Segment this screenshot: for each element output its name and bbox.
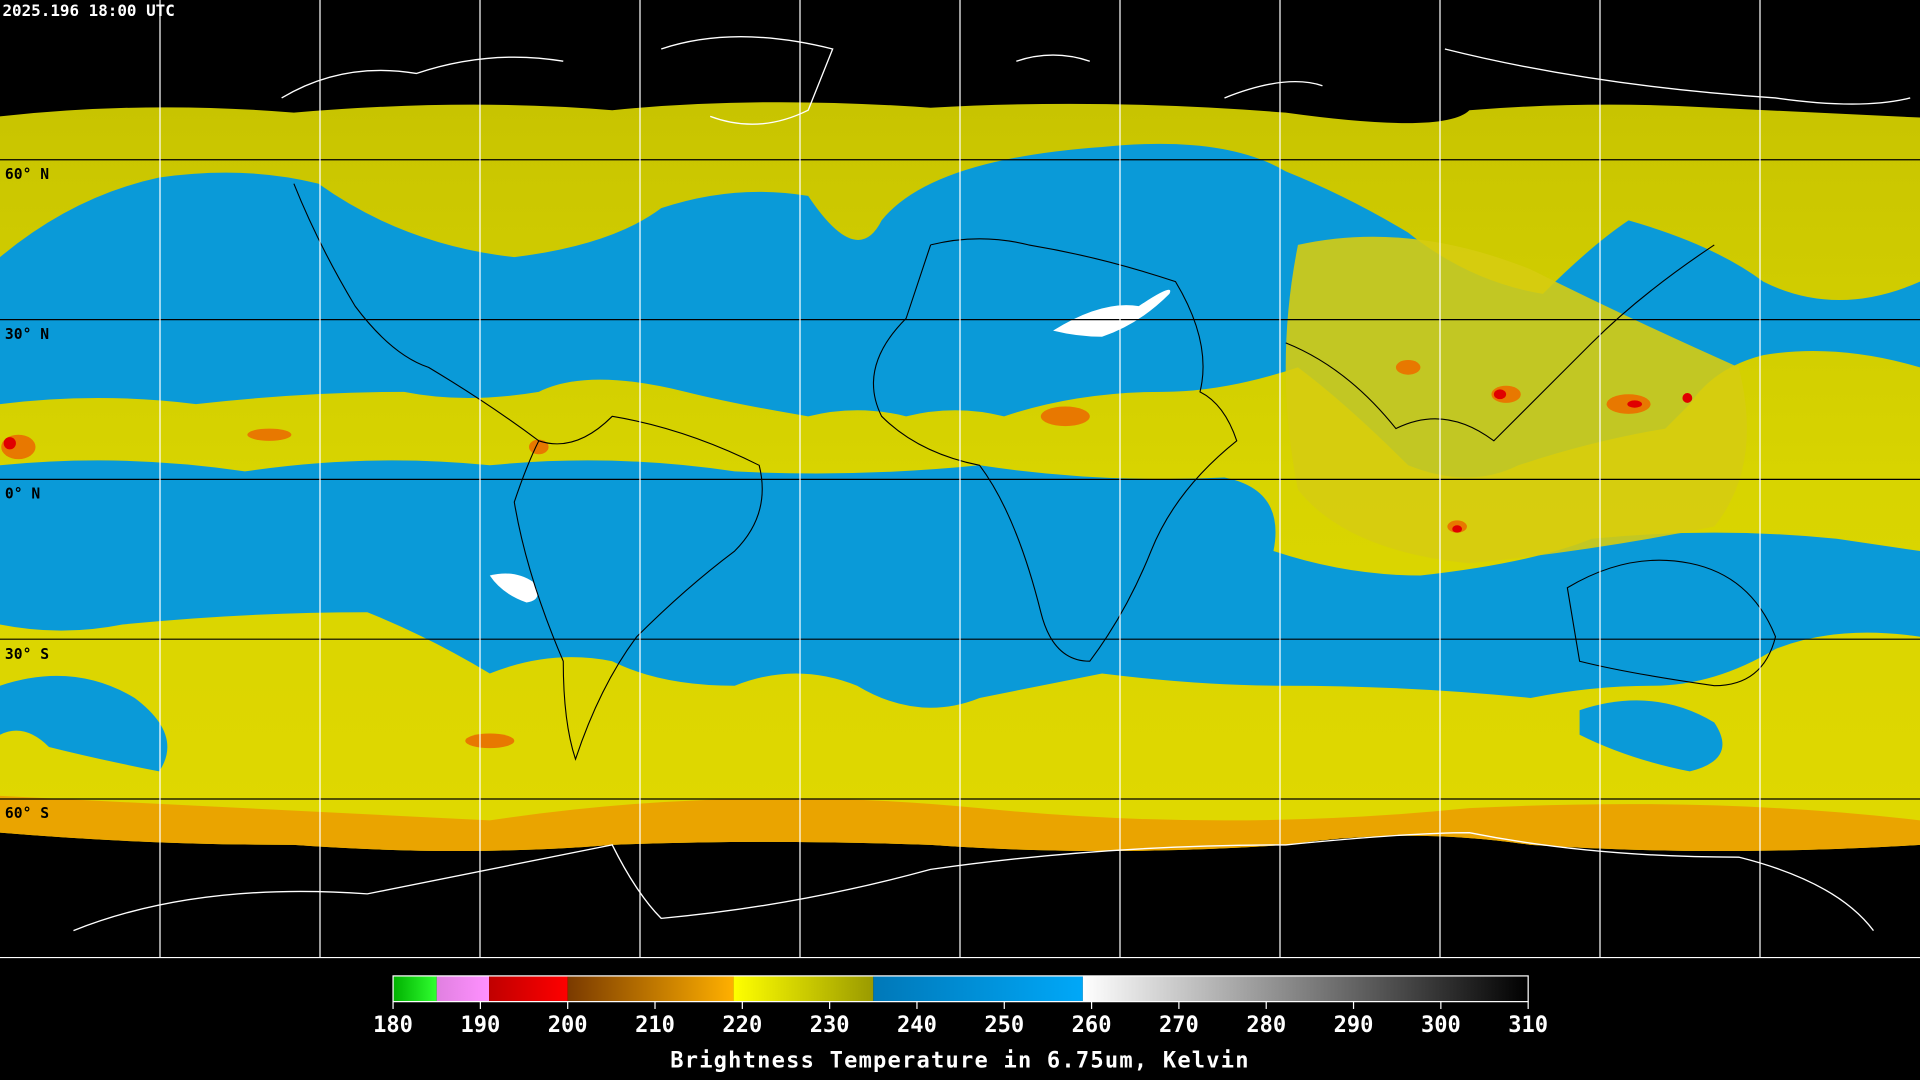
dry-patch	[1579, 700, 1723, 772]
colorbar-segment	[436, 975, 490, 1002]
colorbar-tick-label: 300	[1421, 1013, 1461, 1038]
colorbar-tick-label: 290	[1334, 1013, 1374, 1038]
colorbar: 180 190 200 210 220 230 240 250 260 270 280 290 300 3…	[373, 975, 1548, 1038]
dry-patch	[0, 675, 168, 772]
latitude-label: 0° N	[5, 485, 40, 502]
timestamp: 2025.196 18:00 UTC	[2, 1, 174, 20]
colorbar-tick-label: 270	[1159, 1013, 1199, 1038]
coastlines	[73, 36, 1911, 932]
coldest-cells	[3, 389, 1693, 533]
colorbar-tick-label: 280	[1246, 1013, 1286, 1038]
graticule	[0, 0, 1920, 959]
colorbar-frame	[392, 975, 1529, 1003]
colorbar-tick-label: 260	[1072, 1013, 1112, 1038]
colorbar-title: Brightness Temperature in 6.75um, Kelvin	[670, 1049, 1250, 1074]
colorbar-segment	[393, 975, 437, 1002]
warm-regions	[489, 289, 1171, 603]
colorbar-tick-label: 180	[373, 1013, 413, 1038]
colorbar-tick-label: 230	[810, 1013, 850, 1038]
colorbar-tick-label: 210	[635, 1013, 675, 1038]
colorbar-tick-label: 250	[984, 1013, 1024, 1038]
colorbar-segment	[489, 975, 568, 1002]
colorbar-tick-label: 200	[548, 1013, 588, 1038]
colorbar-tick-label: 240	[897, 1013, 937, 1038]
colorbar-tick-label: 310	[1508, 1013, 1548, 1038]
colorbar-segment	[733, 975, 874, 1002]
latitude-label: 60° N	[5, 166, 49, 183]
colorbar-segment	[567, 975, 734, 1002]
latitude-label: 30° S	[5, 646, 49, 663]
colorbar-tick-label: 220	[722, 1013, 762, 1038]
colorbar-segment	[873, 975, 1083, 1002]
latitude-label: 30° N	[5, 326, 49, 343]
colorbar-segment	[1082, 975, 1529, 1002]
colorbar-tick-label: 190	[460, 1013, 500, 1038]
latitude-label: 60° S	[5, 805, 49, 822]
